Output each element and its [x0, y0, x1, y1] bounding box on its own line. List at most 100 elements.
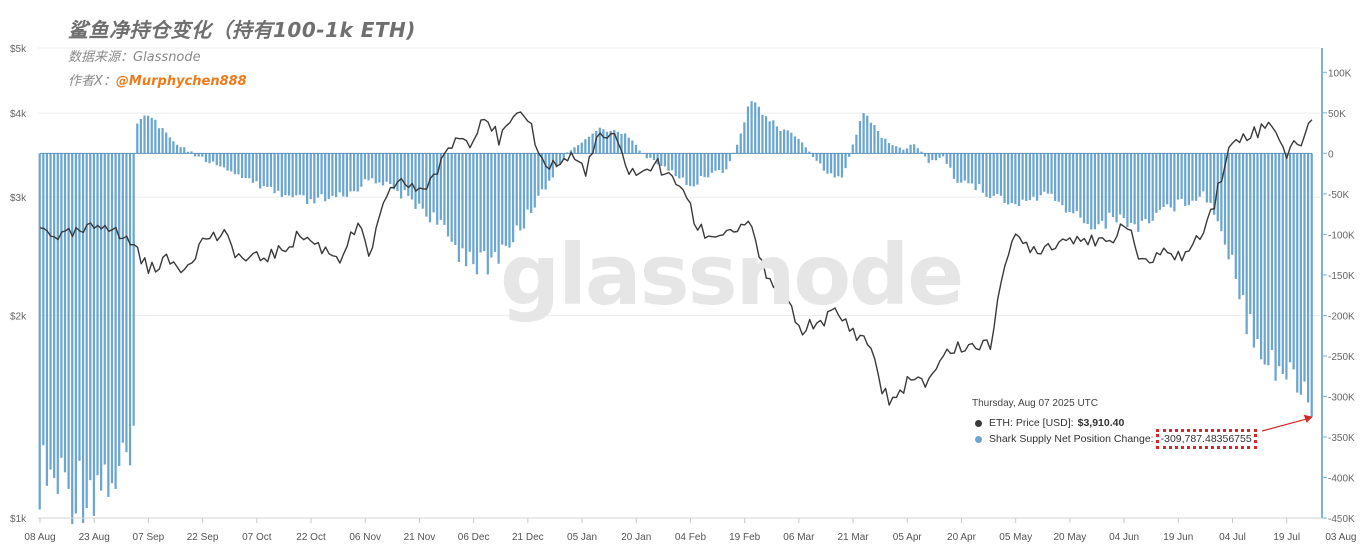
net-position-bar	[186, 151, 189, 154]
x-tick-label: 03 Aug	[1325, 532, 1356, 543]
net-position-bar	[204, 153, 208, 163]
net-position-bar	[891, 145, 894, 154]
net-position-bar	[1270, 153, 1274, 351]
net-position-bar	[873, 125, 876, 154]
x-tick-label: 05 Jan	[567, 532, 597, 543]
x-tick-label: 06 Mar	[783, 532, 815, 543]
net-position-bar	[609, 130, 612, 154]
net-position-bar	[1155, 153, 1158, 213]
net-position-bar	[396, 153, 399, 191]
net-position-bar	[1111, 153, 1115, 218]
right-tick-label: -100K	[1328, 230, 1355, 241]
net-position-bar	[1133, 153, 1136, 225]
net-position-bar	[334, 153, 338, 198]
net-position-bar	[945, 153, 948, 164]
x-tick-label: 23 Aug	[79, 532, 110, 543]
net-position-bar	[1075, 153, 1078, 211]
net-position-bar	[226, 153, 229, 171]
net-position-bar	[685, 153, 688, 185]
net-position-bar	[277, 153, 280, 191]
net-position-bar	[710, 153, 713, 173]
net-position-bar	[548, 153, 551, 181]
net-position-bar	[183, 147, 186, 154]
net-position-bar	[772, 120, 775, 154]
watermark: glassnode	[500, 226, 964, 324]
net-position-bar	[280, 153, 283, 197]
net-position-bar	[631, 140, 634, 154]
net-position-bar	[309, 153, 312, 200]
net-position-bar	[71, 153, 74, 524]
x-tick-label: 19 Jun	[1163, 532, 1193, 543]
net-position-bar	[967, 153, 970, 184]
net-position-bar	[446, 153, 450, 237]
net-position-bar	[410, 153, 414, 200]
net-position-bar	[165, 132, 168, 154]
x-tick-label: 20 Apr	[947, 532, 977, 543]
net-position-bar	[298, 153, 302, 195]
net-position-bar	[1281, 153, 1284, 374]
net-position-bar	[620, 134, 623, 154]
net-position-bar	[602, 129, 605, 154]
net-position-bar	[78, 153, 81, 461]
net-position-bar	[833, 153, 836, 178]
net-position-bar	[511, 153, 515, 243]
x-tick-label: 19 Feb	[729, 532, 761, 543]
x-tick-label: 06 Dec	[458, 532, 490, 543]
net-position-bar	[67, 153, 70, 489]
net-position-bar	[418, 153, 421, 204]
net-position-bar	[381, 153, 385, 186]
net-position-bar	[920, 151, 923, 154]
net-position-bar	[960, 153, 963, 183]
net-position-bar	[103, 153, 106, 465]
net-position-bar	[486, 153, 489, 275]
right-tick-label: -250K	[1328, 352, 1355, 363]
net-position-bar	[985, 153, 988, 197]
net-position-bar	[483, 153, 486, 252]
price-legend-dot-icon	[975, 419, 982, 427]
net-position-bar	[266, 153, 269, 187]
net-position-bar	[1285, 153, 1288, 380]
net-position-bar	[1278, 153, 1281, 367]
net-position-bar	[775, 126, 779, 154]
x-tick-label: 08 Aug	[24, 532, 55, 543]
net-position-bar	[1079, 153, 1082, 218]
net-position-bar	[121, 153, 124, 443]
net-position-bar	[1014, 153, 1017, 205]
net-position-bar	[1249, 153, 1252, 315]
net-position-bar	[822, 153, 825, 171]
net-position-bar	[161, 128, 164, 154]
net-position-bar	[519, 153, 522, 231]
net-position-bar	[1010, 153, 1013, 204]
author-handle[interactable]: @Murphychen888	[115, 74, 247, 89]
net-position-bar	[577, 145, 580, 154]
right-tick-label: -150K	[1328, 271, 1355, 282]
net-position-bar	[819, 153, 822, 164]
x-tick-label: 07 Sep	[133, 532, 165, 543]
net-position-bar	[848, 153, 851, 157]
net-position-bar	[501, 153, 504, 245]
right-tick-label: 100K	[1328, 68, 1352, 79]
x-tick-label: 22 Sep	[187, 532, 219, 543]
net-position-bar	[201, 153, 204, 157]
net-position-bar	[844, 153, 847, 169]
net-position-bar	[1021, 153, 1024, 200]
net-position-bar	[895, 146, 898, 154]
net-position-bar	[352, 153, 356, 192]
net-position-bar	[1137, 153, 1140, 232]
net-position-bar	[110, 153, 114, 484]
net-position-bar	[793, 136, 797, 154]
net-position-bar	[1205, 153, 1209, 203]
net-position-bar	[652, 153, 656, 161]
net-position-bar	[949, 153, 952, 168]
net-position-bar	[804, 147, 807, 154]
net-position-bar	[587, 136, 591, 154]
net-position-bar	[208, 153, 211, 164]
net-position-bar	[1158, 153, 1162, 210]
net-position-bar	[999, 153, 1003, 196]
left-tick-label: $4k	[10, 109, 27, 120]
net-position-bar	[269, 153, 273, 187]
tooltip-net-value: -309,787.48356755	[1155, 429, 1257, 449]
net-position-bar	[42, 153, 45, 446]
net-position-bar	[826, 153, 829, 174]
